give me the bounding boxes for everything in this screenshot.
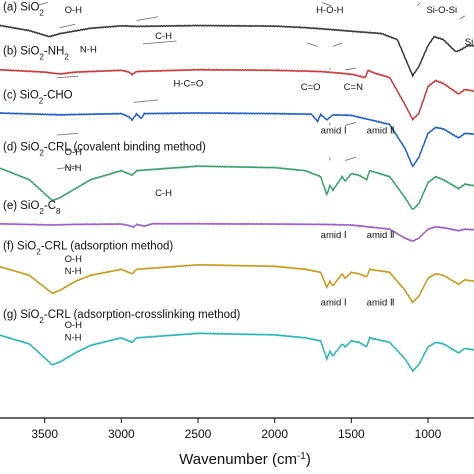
peak-annotation: C-H bbox=[155, 31, 172, 42]
peak-annotation: C=O bbox=[301, 82, 321, 93]
spectrum-line-5 bbox=[0, 222, 474, 243]
peak-annotation: N-H bbox=[80, 44, 97, 55]
spectrum-line-3 bbox=[0, 111, 474, 168]
peak-annotation: N-H bbox=[65, 266, 82, 277]
x-tick-label: 3500 bbox=[31, 427, 58, 441]
peak-annotation: Si-O-Si bbox=[426, 5, 457, 16]
peak-annotation: O-H bbox=[65, 5, 83, 16]
peak-annotation: C-H bbox=[155, 188, 172, 199]
x-tick-label: 1000 bbox=[415, 427, 442, 441]
x-axis-title: Wavenumber (cm-1) bbox=[179, 451, 311, 469]
peak-annotation: amid Ⅱ bbox=[367, 125, 395, 136]
series-label-2: (b) SiO2-NH2 bbox=[3, 46, 69, 62]
x-tick-label: 2500 bbox=[185, 427, 212, 441]
annotation-arrow bbox=[306, 42, 318, 47]
annotation-arrow bbox=[56, 132, 79, 136]
spectrum-line-6 bbox=[0, 263, 474, 304]
annotation-arrow bbox=[345, 67, 356, 71]
x-axis: 00350030002500200015001000Wavenumber (cm… bbox=[0, 417, 474, 469]
x-tick-label: 3000 bbox=[108, 427, 135, 441]
peak-annotation: H-C=O bbox=[173, 79, 203, 90]
peak-annotation: amid Ⅱ bbox=[367, 230, 395, 241]
annotation-arrow bbox=[332, 42, 343, 47]
annotation-arrow bbox=[416, 2, 421, 7]
spectrum-line-2 bbox=[0, 68, 474, 122]
peak-annotation: O-H bbox=[65, 147, 83, 158]
series-label-3: (c) SiO2-CHO bbox=[3, 89, 73, 105]
series-label-1: (a) SiO2 bbox=[3, 2, 44, 18]
peak-annotation: amid Ⅰ bbox=[321, 230, 347, 241]
peak-annotation: N-H bbox=[65, 163, 82, 174]
peak-annotation: N-H bbox=[65, 332, 82, 343]
spectrum-line-7 bbox=[0, 332, 474, 373]
x-tick-label: 2000 bbox=[261, 427, 288, 441]
annotation-arrow bbox=[38, 2, 48, 6]
annotation-arrow bbox=[56, 165, 79, 170]
spectrum-line-1 bbox=[0, 24, 474, 78]
spectrum-line-4 bbox=[0, 165, 474, 211]
peak-annotation: H-O-H bbox=[316, 5, 344, 16]
annotation-arrow bbox=[345, 156, 357, 161]
annotation-arrow bbox=[345, 122, 357, 126]
peak-annotation: amid Ⅱ bbox=[367, 298, 395, 309]
peak-annotation: amid Ⅰ bbox=[321, 298, 347, 309]
peak-annotation: Si-OH bbox=[465, 37, 474, 48]
annotation-arrow bbox=[142, 40, 177, 45]
peak-annotation: C=N bbox=[344, 82, 363, 93]
annotation-arrow bbox=[133, 99, 159, 103]
annotation-arrow bbox=[56, 75, 79, 79]
annotation-arrow bbox=[136, 16, 159, 21]
x-tick-label: 1500 bbox=[338, 427, 365, 441]
plot-area: (a) SiO2 O-H H-O-H Si-O-Si Si-OH (b) SiO2-NH2… bbox=[0, 2, 474, 373]
annotation-arrow bbox=[59, 23, 76, 28]
peak-annotation: O-H bbox=[65, 320, 83, 331]
peak-annotation: amid Ⅰ bbox=[321, 125, 347, 136]
peak-annotation: O-H bbox=[65, 254, 83, 265]
series-label-5: (e) SiO2-C8 bbox=[3, 200, 61, 216]
series-label-4: (d) SiO2-CRL (covalent binding method) bbox=[3, 142, 206, 158]
series-label-6: (f) SiO2-CRL (adsorption method) bbox=[3, 240, 173, 256]
annotation-arrow bbox=[322, 2, 332, 7]
series-label-7: (g) SiO2-CRL (adsorption-crosslinking me… bbox=[3, 309, 240, 325]
annotation-arrow bbox=[459, 15, 466, 20]
